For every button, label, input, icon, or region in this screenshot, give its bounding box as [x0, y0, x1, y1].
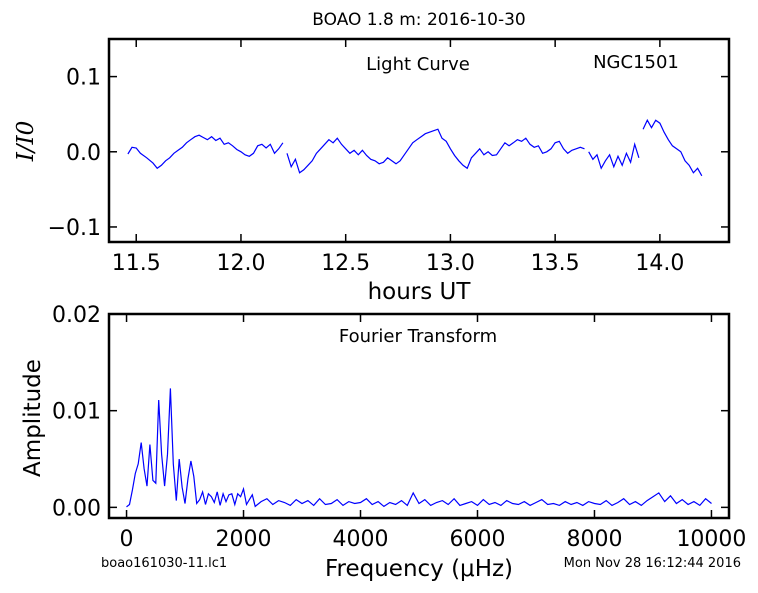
fourier-y-tick-label: 0.02	[52, 303, 101, 328]
light-curve-y-tick-label: −0.1	[48, 216, 101, 241]
fourier-plot-area	[126, 388, 712, 508]
light-curve-series-line-1	[127, 134, 284, 170]
fourier-series-line-1	[126, 388, 712, 508]
fourier-ticks: 0 2000 4000 6000 8000 10000 0.02 0.01 0.00	[52, 303, 746, 552]
light-curve-series-line-2	[286, 128, 585, 174]
light-curve-x-tick-label: 13.5	[531, 251, 580, 276]
fourier-x-tick-label: 10000	[676, 527, 746, 552]
footer-timestamp: Mon Nov 28 16:12:44 2016	[564, 556, 741, 571]
fourier-panel: 0 2000 4000 6000 8000 10000 0.02 0.01 0.00 Fouri…	[20, 303, 746, 582]
light-curve-plot-area	[127, 118, 703, 177]
fourier-x-tick-label: 8000	[566, 527, 622, 552]
light-curve-y-tick-label: 0.0	[66, 141, 101, 166]
figure-title: BOAO 1.8 m: 2016-10-30	[312, 10, 526, 30]
light-curve-x-tick-label: 14.0	[635, 251, 684, 276]
light-curve-panel: 11.5 12.0 12.5 13.0 13.5 14.0 0.1 0.0 −0.1 Light…	[13, 37, 731, 305]
footer-filename: boao161030-11.lc1	[101, 556, 227, 571]
fourier-y-tick-label: 0.00	[52, 496, 101, 521]
fourier-label: Fourier Transform	[339, 326, 497, 347]
fourier-x-tick-label: 0	[120, 527, 134, 552]
light-curve-frame	[107, 37, 731, 244]
fourier-frame	[107, 312, 731, 520]
light-curve-ticks: 11.5 12.0 12.5 13.0 13.5 14.0 0.1 0.0 −0.1	[48, 39, 729, 276]
fourier-ylabel: Amplitude	[20, 359, 46, 477]
fourier-xlabel: Frequency (μHz)	[325, 556, 513, 582]
light-curve-x-tick-label: 12.5	[321, 251, 370, 276]
fourier-x-tick-label: 6000	[449, 527, 505, 552]
light-curve-x-tick-label: 13.0	[426, 251, 475, 276]
light-curve-x-tick-label: 11.5	[112, 251, 161, 276]
light-curve-ylabel: I/I0	[13, 121, 39, 163]
fourier-x-tick-label: 2000	[216, 527, 272, 552]
fourier-y-tick-label: 0.01	[52, 400, 101, 425]
light-curve-y-tick-label: 0.1	[66, 66, 101, 91]
light-curve-series-line-3	[588, 141, 640, 170]
light-curve-x-tick-label: 12.0	[216, 251, 265, 276]
light-curve-series-line-4	[642, 118, 703, 177]
object-name-label: NGC1501	[593, 52, 679, 73]
light-curve-xlabel: hours UT	[368, 279, 472, 305]
fourier-x-tick-label: 4000	[333, 527, 389, 552]
light-curve-label: Light Curve	[366, 54, 470, 75]
